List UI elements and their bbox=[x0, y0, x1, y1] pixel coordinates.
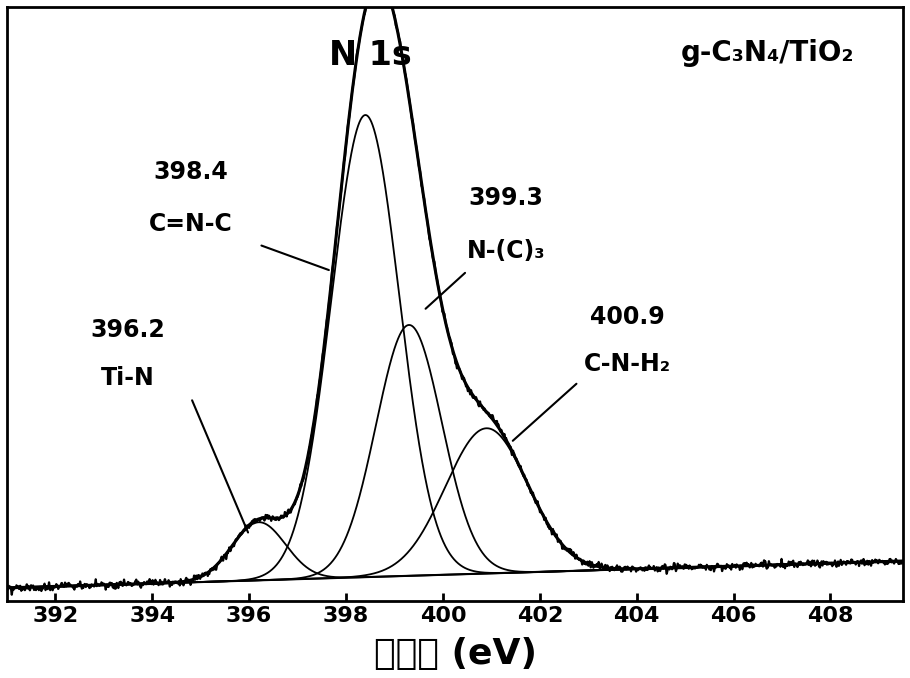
Text: g-C₃N₄/TiO₂: g-C₃N₄/TiO₂ bbox=[681, 39, 854, 66]
Text: N-(C)₃: N-(C)₃ bbox=[467, 239, 545, 263]
Text: 398.4: 398.4 bbox=[154, 159, 228, 184]
Text: 400.9: 400.9 bbox=[590, 305, 664, 329]
Text: N 1s: N 1s bbox=[329, 39, 411, 72]
Text: 399.3: 399.3 bbox=[469, 186, 543, 210]
Text: C-N-H₂: C-N-H₂ bbox=[583, 353, 671, 376]
X-axis label: 结合能 (eV): 结合能 (eV) bbox=[373, 637, 537, 671]
Text: 396.2: 396.2 bbox=[91, 318, 166, 342]
Text: Ti-N: Ti-N bbox=[101, 365, 155, 390]
Text: C=N-C: C=N-C bbox=[149, 212, 233, 237]
